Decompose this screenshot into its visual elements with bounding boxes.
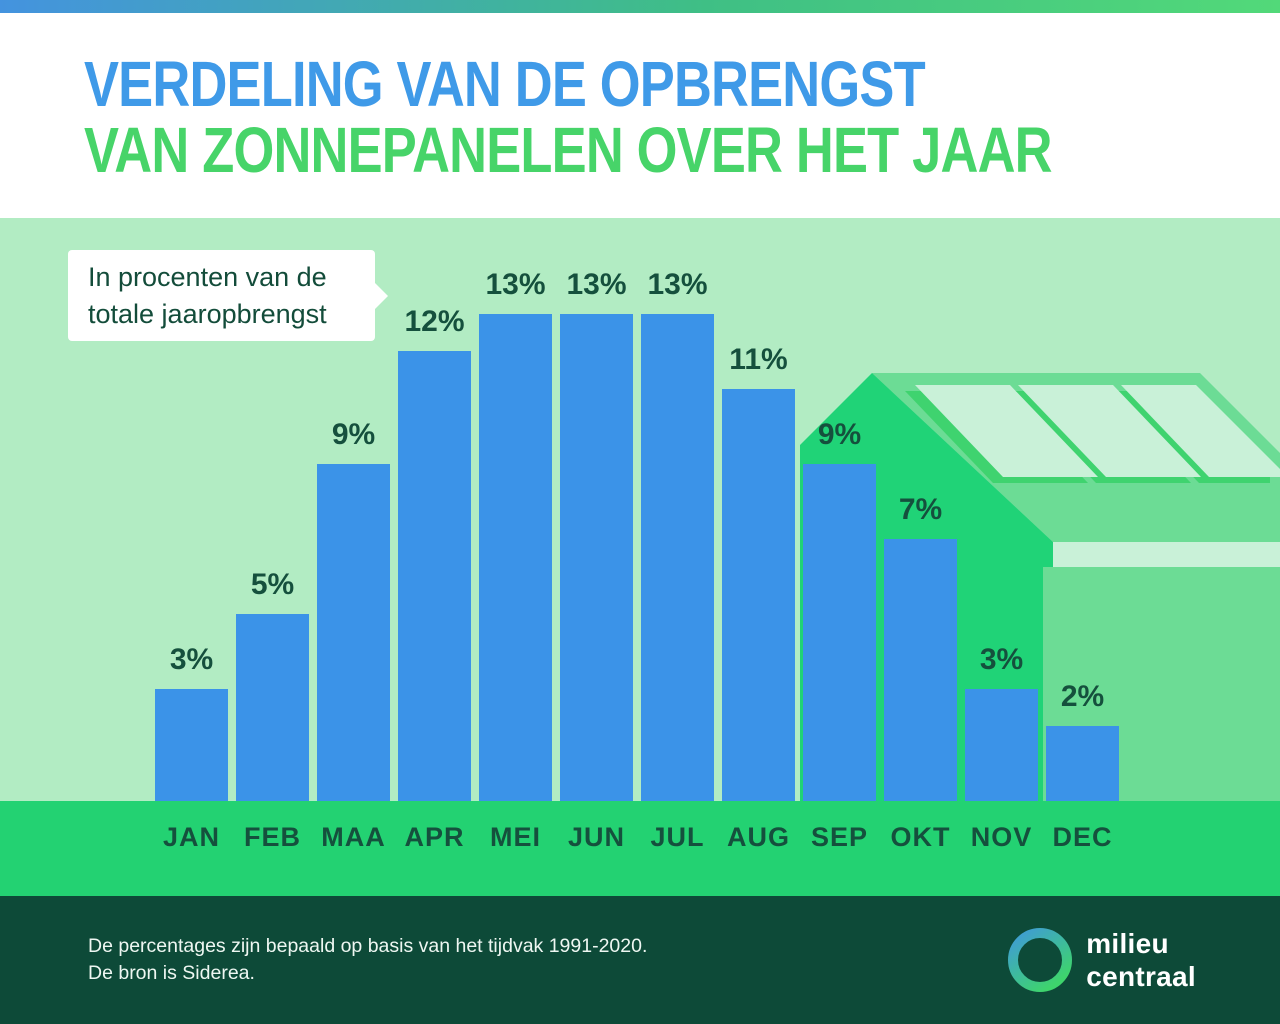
logo-line2: centraal <box>1086 961 1196 992</box>
bar-jan <box>155 688 228 801</box>
bar-feb <box>236 613 309 801</box>
bar-value-label-dec: 2% <box>1060 680 1105 713</box>
footer: De percentages zijn bepaald op basis van… <box>0 896 1280 1024</box>
bar-value-label-jan: 3% <box>169 642 214 676</box>
source-note-line1: De percentages zijn bepaald op basis van… <box>88 934 648 957</box>
source-note: De percentages zijn bepaald op basis van… <box>88 933 647 988</box>
solar-panel-1 <box>915 385 1098 477</box>
bar-jun <box>560 313 633 801</box>
top-gradient-bar <box>0 0 1280 13</box>
month-label-aug: AUG <box>727 822 790 852</box>
title-line1: VERDELING VAN DE OPBRENGST <box>84 48 926 120</box>
bar-value-label-okt: 7% <box>898 492 943 526</box>
title-line2: VAN ZONNEPANELEN OVER HET JAAR <box>84 114 1053 186</box>
bar-value-label-sep: 9% <box>817 417 862 451</box>
page-title: VERDELING VAN DE OPBRENGST VAN ZONNEPANE… <box>84 51 1264 183</box>
logo-line1: milieu <box>1086 928 1169 959</box>
bar-mei <box>479 313 552 801</box>
bar-value-label-jul: 13% <box>647 267 708 301</box>
month-label-nov: NOV <box>970 822 1033 852</box>
bar-value-label-apr: 12% <box>404 305 465 338</box>
bar-jul <box>641 313 714 801</box>
milieu-centraal-logo: milieu centraal <box>1007 927 1196 993</box>
month-label-apr: APR <box>404 822 465 852</box>
month-label-okt: OKT <box>890 822 951 852</box>
month-label-jan: JAN <box>162 822 221 852</box>
month-axis-band: JAN FEB MAA APR MEI JUN JUL AUG SEP OKT NOV DEC <box>0 801 1280 896</box>
month-label-dec: DEC <box>1052 822 1113 852</box>
callout-pointer <box>375 283 388 309</box>
bar-nov <box>965 688 1038 801</box>
logo-wordmark: milieu centraal <box>1086 927 1196 993</box>
callout-line2: totale jaaropbrengst <box>88 298 327 329</box>
bar-value-label-feb: 5% <box>250 567 295 601</box>
month-label-maa: MAA <box>321 822 386 852</box>
bar-value-label-mei: 13% <box>485 267 546 301</box>
bar-sep <box>803 463 876 801</box>
month-label-sep: SEP <box>810 822 869 852</box>
logo-ring-icon <box>1008 928 1073 992</box>
bar-series: 3% 5% 9% 12% 13% 13% 13% 11% 9% 7% 3% 2% <box>0 218 1280 801</box>
eaves-strip <box>1053 542 1280 567</box>
bar-apr <box>398 351 471 801</box>
bar-maa <box>317 463 390 801</box>
bar-okt <box>884 538 957 801</box>
chart-area: 3% 5% 9% 12% 13% 13% 13% 11% 9% 7% 3% 2% In procent… <box>0 218 1280 801</box>
month-label-jul: JUL <box>650 822 705 852</box>
bar-value-label-maa: 9% <box>331 417 376 451</box>
bar-value-label-aug: 11% <box>729 342 788 376</box>
bar-value-label-jun: 13% <box>566 267 627 301</box>
month-label-mei: MEI <box>489 822 542 852</box>
bar-aug <box>722 388 795 801</box>
solar-panel-2 <box>1018 385 1201 477</box>
month-label-jun: JUN <box>567 822 626 852</box>
solar-panel-3 <box>1121 385 1280 477</box>
callout-bubble: In procenten van de totale jaaropbrengst <box>68 250 388 341</box>
month-label-feb: FEB <box>244 822 301 852</box>
solar-panels <box>915 385 1280 477</box>
bar-dec <box>1046 726 1119 801</box>
callout-line1: In procenten van de <box>88 261 327 292</box>
header: VERDELING VAN DE OPBRENGST VAN ZONNEPANE… <box>0 13 1280 218</box>
source-note-line2: De bron is Siderea. <box>88 962 255 984</box>
bar-value-label-nov: 3% <box>979 642 1024 676</box>
